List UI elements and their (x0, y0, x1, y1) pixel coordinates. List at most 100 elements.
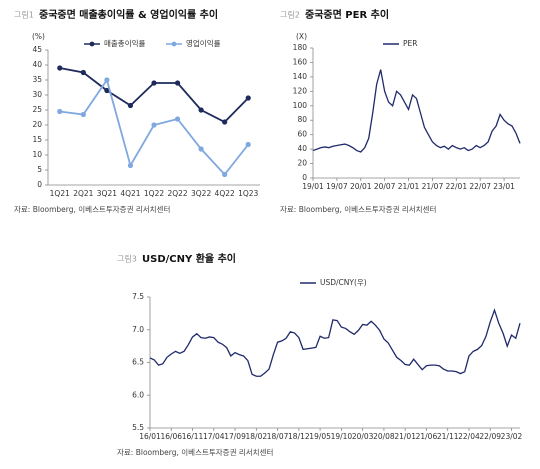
x-tick-label: 1Q21 (50, 189, 70, 198)
y-tick-label: 5 (37, 165, 42, 174)
x-tick-label: 3Q22 (191, 189, 211, 198)
y-tick-label: 25 (32, 105, 42, 114)
axis-unit: (%) (32, 32, 45, 41)
legend-marker (89, 41, 95, 47)
point (104, 87, 110, 94)
x-tick-label: 22/09 (479, 432, 501, 441)
x-tick-label: 19/01 (302, 182, 324, 191)
y-tick-label: 140 (293, 72, 308, 81)
chart-title: USD/CNY 환율 추이 (142, 252, 236, 265)
y-tick-label: 120 (293, 86, 308, 95)
y-tick-label: 0 (302, 173, 307, 182)
point (80, 111, 86, 118)
point (222, 171, 228, 178)
x-tick-label: 20/03 (352, 432, 374, 441)
x-tick-label: 19/07 (326, 182, 348, 191)
y-tick-label: 20 (32, 120, 42, 129)
y-tick-label: 5.5 (132, 423, 144, 432)
source-note: 자료: Bloomberg, 이베스트투자증권 리서치센터 (117, 447, 273, 457)
point (198, 146, 204, 152)
series-line (312, 69, 521, 153)
y-tick-label: 10 (32, 150, 42, 159)
point (127, 102, 134, 109)
x-tick-label: 20/08 (373, 432, 395, 441)
y-tick-label: 7.5 (132, 292, 144, 301)
legend-label: USD/CNY(우) (320, 278, 367, 287)
x-tick-label: 22/01 (445, 182, 467, 191)
x-tick-label: 21/06 (416, 432, 438, 441)
figure-label: 그림3 (117, 254, 137, 264)
point (222, 119, 228, 125)
x-tick-label: 18/02 (246, 432, 268, 441)
x-tick-label: 23/01 (493, 182, 515, 191)
y-tick-label: 45 (32, 45, 42, 54)
x-tick-label: 16/06 (160, 432, 182, 441)
source-note: 자료: Bloomberg, 이베스트투자증권 리서치센터 (14, 204, 170, 214)
x-tick-label: 16/11 (182, 432, 204, 441)
y-tick-label: 35 (32, 75, 42, 84)
x-tick-label: 21/01 (394, 432, 416, 441)
y-tick-label: 80 (297, 115, 307, 124)
chart-title: 중국중면 PER 추이 (305, 8, 389, 21)
y-tick-label: 7.0 (132, 325, 144, 334)
x-tick-label: 3Q21 (97, 189, 117, 198)
point (80, 69, 86, 76)
y-tick-label: 6.0 (132, 390, 144, 399)
x-tick-label: 20/01 (350, 182, 372, 191)
x-tick-label: 17/09 (224, 432, 246, 441)
legend-label: 영업이익률 (186, 38, 221, 48)
y-tick-label: 40 (297, 144, 307, 153)
series-line (59, 67, 249, 124)
point (174, 80, 181, 86)
x-tick-label: 23/02 (501, 432, 523, 441)
x-tick-label: 19/05 (309, 432, 331, 441)
y-tick-label: 60 (297, 130, 307, 139)
point (174, 116, 181, 122)
figure-label: 그림2 (280, 10, 300, 20)
point (245, 141, 251, 148)
point (198, 107, 204, 113)
x-tick-label: 20/07 (374, 182, 396, 191)
x-tick-label: 16/01 (139, 432, 161, 441)
chart-title: 중국중면 매출총이익률 & 영업이익률 추이 (39, 8, 218, 21)
x-tick-label: 22/04 (458, 432, 480, 441)
point (151, 122, 157, 128)
x-tick-label: 18/12 (288, 432, 310, 441)
y-tick-label: 15 (32, 135, 42, 144)
x-tick-label: 18/07 (267, 432, 289, 441)
x-tick-label: 2Q21 (73, 189, 93, 198)
point (245, 95, 251, 101)
series-line (149, 308, 521, 377)
y-tick-label: 100 (293, 101, 308, 110)
legend-label: PER (403, 39, 417, 48)
point (104, 77, 110, 83)
x-tick-label: 21/01 (398, 182, 420, 191)
x-tick-label: 4Q22 (215, 189, 235, 198)
y-tick-label: 180 (293, 43, 308, 52)
source-note: 자료: Bloomberg, 이베스트투자증권 리서치센터 (280, 204, 436, 214)
x-tick-label: 17/04 (203, 432, 225, 441)
axis-unit: (X) (296, 32, 307, 41)
y-tick-label: 6.5 (132, 358, 144, 367)
y-tick-label: 160 (293, 57, 308, 66)
x-tick-label: 22/07 (469, 182, 491, 191)
x-tick-label: 21/07 (422, 182, 444, 191)
x-tick-label: 1Q23 (238, 189, 258, 198)
y-tick-label: 0 (37, 180, 42, 189)
legend-marker (171, 41, 177, 47)
y-tick-label: 20 (297, 159, 307, 168)
y-tick-label: 30 (32, 90, 42, 99)
point (127, 162, 134, 169)
x-tick-label: 4Q21 (120, 189, 140, 198)
x-tick-label: 21/11 (437, 432, 459, 441)
point (151, 80, 157, 86)
figure-label: 그림1 (14, 10, 34, 20)
legend-label: 매출총이익률 (104, 38, 145, 48)
point (57, 65, 63, 71)
point (57, 108, 63, 115)
x-tick-label: 1Q22 (144, 189, 164, 198)
x-tick-label: 2Q22 (167, 189, 187, 198)
x-tick-label: 19/10 (331, 432, 353, 441)
y-tick-label: 40 (32, 60, 42, 69)
